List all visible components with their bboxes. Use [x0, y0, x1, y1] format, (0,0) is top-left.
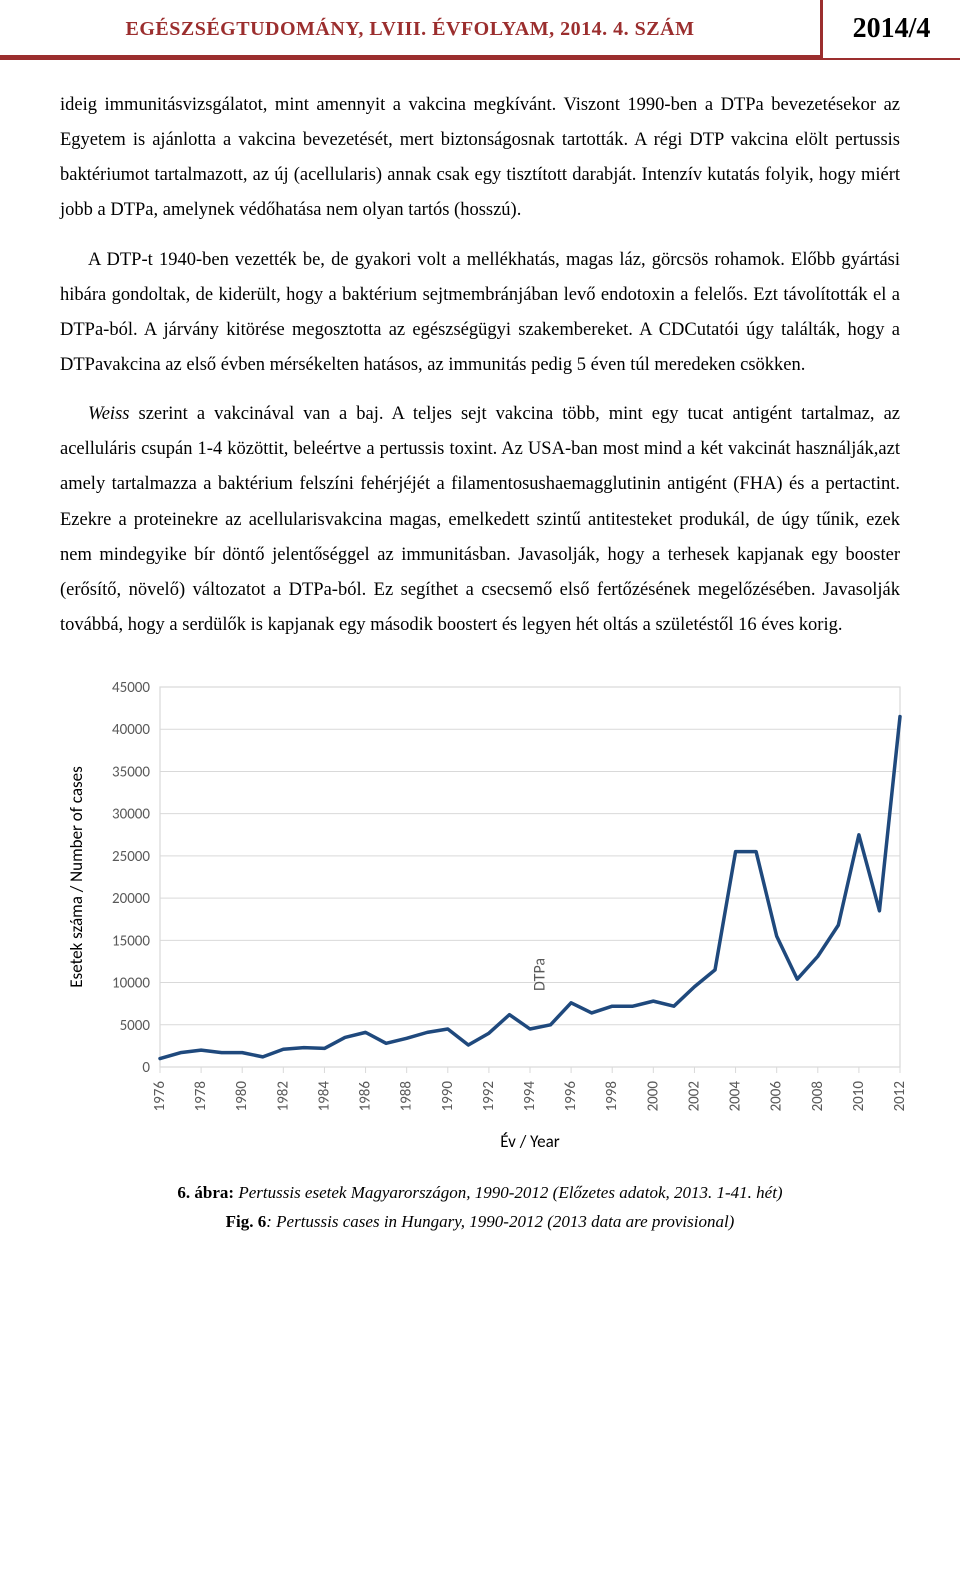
svg-text:1984: 1984: [315, 1081, 333, 1112]
svg-text:0: 0: [142, 1059, 150, 1077]
paragraph-2: A DTP-t 1940-ben vezették be, de gyakori…: [60, 243, 900, 384]
svg-text:2002: 2002: [685, 1081, 703, 1111]
svg-text:Esetek száma / Number of cases: Esetek száma / Number of cases: [66, 766, 87, 988]
svg-text:DTPa: DTPa: [531, 958, 550, 991]
svg-text:Év / Year: Év / Year: [500, 1131, 559, 1152]
svg-text:40000: 40000: [112, 721, 150, 739]
svg-text:20000: 20000: [112, 890, 150, 908]
svg-text:15000: 15000: [112, 932, 150, 950]
paragraph-1: ideig immunitásvizsgálatot, mint amennyi…: [60, 88, 900, 229]
svg-text:45000: 45000: [112, 679, 150, 697]
svg-text:1986: 1986: [357, 1081, 375, 1112]
svg-text:1978: 1978: [192, 1081, 210, 1111]
svg-text:2008: 2008: [809, 1081, 827, 1111]
svg-text:1996: 1996: [562, 1081, 580, 1112]
caption-en: Fig. 6: Pertussis cases in Hungary, 1990…: [60, 1212, 900, 1232]
caption-hu-rest: Pertussis esetek Magyarországon, 1990-20…: [234, 1183, 782, 1202]
svg-text:1982: 1982: [274, 1081, 292, 1111]
svg-text:1976: 1976: [151, 1081, 169, 1112]
svg-text:1994: 1994: [521, 1081, 539, 1112]
paragraph-3: Weiss szerint a vakcinával van a baj. A …: [60, 397, 900, 643]
svg-text:1988: 1988: [398, 1081, 416, 1111]
svg-text:2006: 2006: [768, 1081, 786, 1112]
svg-text:1992: 1992: [480, 1081, 498, 1111]
chart-container: 0 5000 10000 15000 20000 25000 30000 35000 40000…: [0, 677, 960, 1167]
caption-en-bold: Fig. 6: [226, 1212, 267, 1231]
caption-hu-bold: 6. ábra:: [177, 1183, 234, 1202]
svg-text:25000: 25000: [112, 848, 150, 866]
issue-badge: 2014/4: [820, 0, 960, 58]
pertussis-chart: 0 5000 10000 15000 20000 25000 30000 35000 40000…: [60, 677, 920, 1157]
caption-en-rest: : Pertussis cases in Hungary, 1990-2012 …: [266, 1212, 734, 1231]
article-body: ideig immunitásvizsgálatot, mint amennyi…: [0, 60, 960, 677]
page-header: EGÉSZSÉGTUDOMÁNY, LVIII. ÉVFOLYAM, 2014.…: [0, 0, 960, 60]
svg-text:1990: 1990: [439, 1081, 457, 1112]
svg-text:2010: 2010: [850, 1081, 868, 1112]
journal-title: EGÉSZSÉGTUDOMÁNY, LVIII. ÉVFOLYAM, 2014.…: [0, 0, 820, 58]
svg-text:1980: 1980: [233, 1081, 251, 1112]
caption-hu: 6. ábra: Pertussis esetek Magyarországon…: [60, 1179, 900, 1206]
svg-text:10000: 10000: [112, 975, 150, 993]
svg-text:2012: 2012: [891, 1081, 909, 1111]
svg-text:5000: 5000: [120, 1017, 151, 1035]
svg-text:1998: 1998: [603, 1081, 621, 1111]
svg-text:2004: 2004: [727, 1081, 745, 1112]
p3-lead: Weiss: [88, 404, 129, 424]
svg-text:35000: 35000: [112, 764, 150, 782]
svg-text:2000: 2000: [644, 1081, 662, 1112]
p3-rest: szerint a vakcinával van a baj. A teljes…: [60, 404, 900, 635]
svg-text:30000: 30000: [112, 806, 150, 824]
